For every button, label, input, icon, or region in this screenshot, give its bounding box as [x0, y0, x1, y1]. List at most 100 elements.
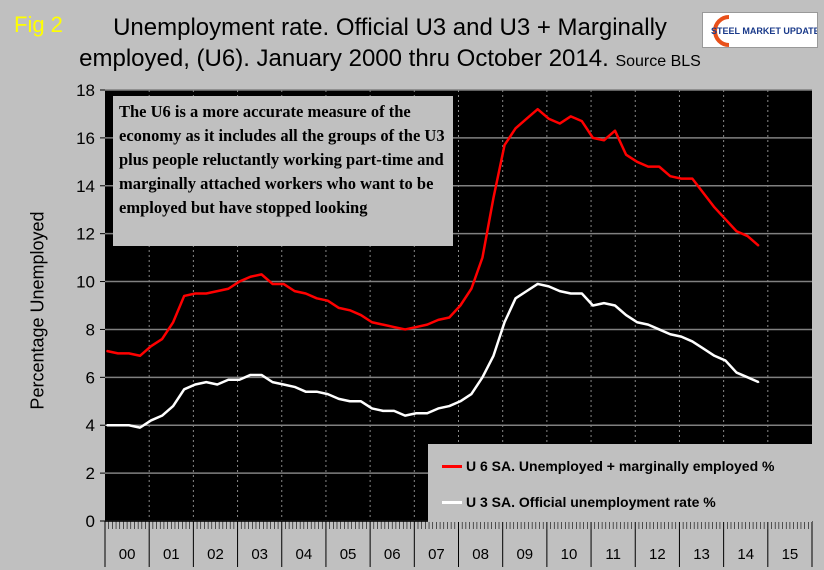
- data-point-u6: [437, 319, 440, 321]
- data-point-u6: [459, 304, 462, 307]
- data-point-u3: [106, 424, 108, 427]
- data-point-u3: [371, 407, 373, 410]
- data-point-u6: [194, 292, 197, 295]
- y-tick-label: 14: [76, 177, 95, 196]
- data-point-u3: [735, 371, 738, 374]
- data-point-u6: [172, 321, 174, 324]
- data-point-u6: [183, 295, 185, 297]
- legend-label-u6: U 6 SA. Unemployed + marginally employed…: [466, 458, 775, 474]
- y-tick-label: 4: [86, 416, 95, 435]
- x-tick-label: 01: [163, 546, 180, 563]
- data-point-u3: [326, 393, 329, 395]
- data-point-u3: [304, 390, 307, 393]
- data-point-u6: [282, 283, 285, 285]
- x-tick-label: 05: [340, 546, 357, 563]
- data-point-u3: [658, 328, 660, 331]
- data-point-u3: [558, 290, 561, 292]
- data-point-u6: [570, 115, 572, 118]
- data-point-u6: [669, 175, 672, 177]
- data-point-u3: [194, 383, 197, 386]
- data-point-u6: [592, 137, 594, 139]
- data-point-u6: [139, 354, 141, 357]
- data-point-u3: [570, 292, 572, 295]
- data-point-u3: [293, 386, 296, 388]
- data-point-u3: [315, 390, 318, 393]
- data-point-u6: [315, 297, 318, 300]
- x-tick-label: 04: [296, 546, 313, 563]
- data-point-u3: [536, 283, 539, 285]
- data-point-u3: [713, 354, 716, 357]
- legend-item-u6: U 6 SA. Unemployed + marginally employed…: [442, 458, 774, 474]
- data-point-u3: [746, 376, 749, 379]
- data-point-u3: [260, 374, 263, 376]
- data-point-u3: [426, 412, 429, 415]
- data-point-u3: [614, 304, 616, 307]
- data-point-u6: [326, 299, 329, 302]
- data-point-u6: [238, 280, 241, 283]
- data-point-u6: [349, 309, 351, 312]
- data-point-u6: [680, 177, 683, 180]
- data-point-u3: [702, 347, 705, 350]
- y-tick-label: 10: [76, 273, 95, 292]
- x-tick-label: 11: [605, 546, 621, 563]
- data-point-u3: [338, 398, 340, 400]
- data-point-u6: [547, 117, 550, 120]
- x-tick-label: 06: [384, 546, 401, 563]
- legend-item-u3: U 3 SA. Official unemployment rate %: [442, 494, 716, 510]
- data-point-u6: [117, 352, 119, 355]
- data-point-u6: [216, 290, 219, 292]
- data-point-u3: [172, 405, 174, 407]
- data-point-u6: [205, 292, 208, 295]
- y-tick-label: 8: [86, 320, 95, 339]
- y-tick-label: 2: [86, 464, 95, 483]
- data-point-u3: [459, 400, 462, 403]
- data-point-u3: [415, 412, 417, 415]
- legend: U 6 SA. Unemployed + marginally employed…: [428, 444, 812, 522]
- data-point-u6: [647, 165, 649, 168]
- series-line-u3: [106, 282, 760, 429]
- data-point-u3: [238, 378, 241, 381]
- data-point-u6: [448, 316, 451, 319]
- annotation-box: The U6 is a more accurate measure of the…: [113, 96, 453, 246]
- data-point-u6: [603, 139, 605, 142]
- data-point-u3: [547, 285, 550, 288]
- y-tick-label: 6: [86, 368, 95, 387]
- data-point-u3: [592, 304, 594, 307]
- logo-graphic: STEEL MARKET UPDATE: [711, 15, 817, 47]
- x-tick-label: 10: [561, 546, 578, 563]
- data-point-u3: [227, 378, 230, 381]
- data-point-u3: [636, 321, 638, 324]
- data-point-u6: [271, 283, 274, 285]
- data-point-u6: [514, 127, 517, 130]
- data-point-u6: [470, 287, 473, 290]
- data-point-u3: [680, 335, 683, 338]
- x-tick-label: 07: [428, 546, 445, 563]
- data-point-u3: [205, 381, 208, 383]
- data-point-u6: [735, 230, 738, 233]
- data-point-u6: [558, 122, 561, 125]
- y-tick-label: 0: [86, 512, 95, 531]
- data-point-u3: [271, 381, 274, 383]
- data-point-u6: [393, 326, 395, 328]
- data-point-u6: [614, 129, 616, 132]
- data-point-u3: [514, 297, 517, 300]
- data-point-u3: [647, 323, 649, 326]
- legend-swatch-u3: [442, 500, 462, 504]
- y-tick-label: 12: [76, 225, 95, 244]
- x-tick-label: 08: [472, 546, 489, 563]
- x-tick-label: 15: [782, 546, 799, 563]
- data-point-u6: [625, 153, 627, 156]
- data-point-u6: [415, 326, 417, 328]
- data-point-u3: [470, 393, 473, 395]
- data-point-u3: [128, 424, 130, 427]
- x-tick-label: 09: [516, 546, 533, 563]
- data-point-u6: [757, 244, 760, 247]
- data-point-u6: [304, 292, 307, 295]
- data-point-u6: [481, 256, 484, 259]
- svg-text:STEEL MARKET UPDATE: STEEL MARKET UPDATE: [711, 26, 817, 36]
- legend-swatch-u6: [442, 464, 462, 468]
- data-point-u6: [525, 117, 528, 120]
- data-point-u3: [183, 388, 185, 391]
- data-point-u6: [293, 290, 296, 292]
- data-point-u3: [393, 410, 395, 412]
